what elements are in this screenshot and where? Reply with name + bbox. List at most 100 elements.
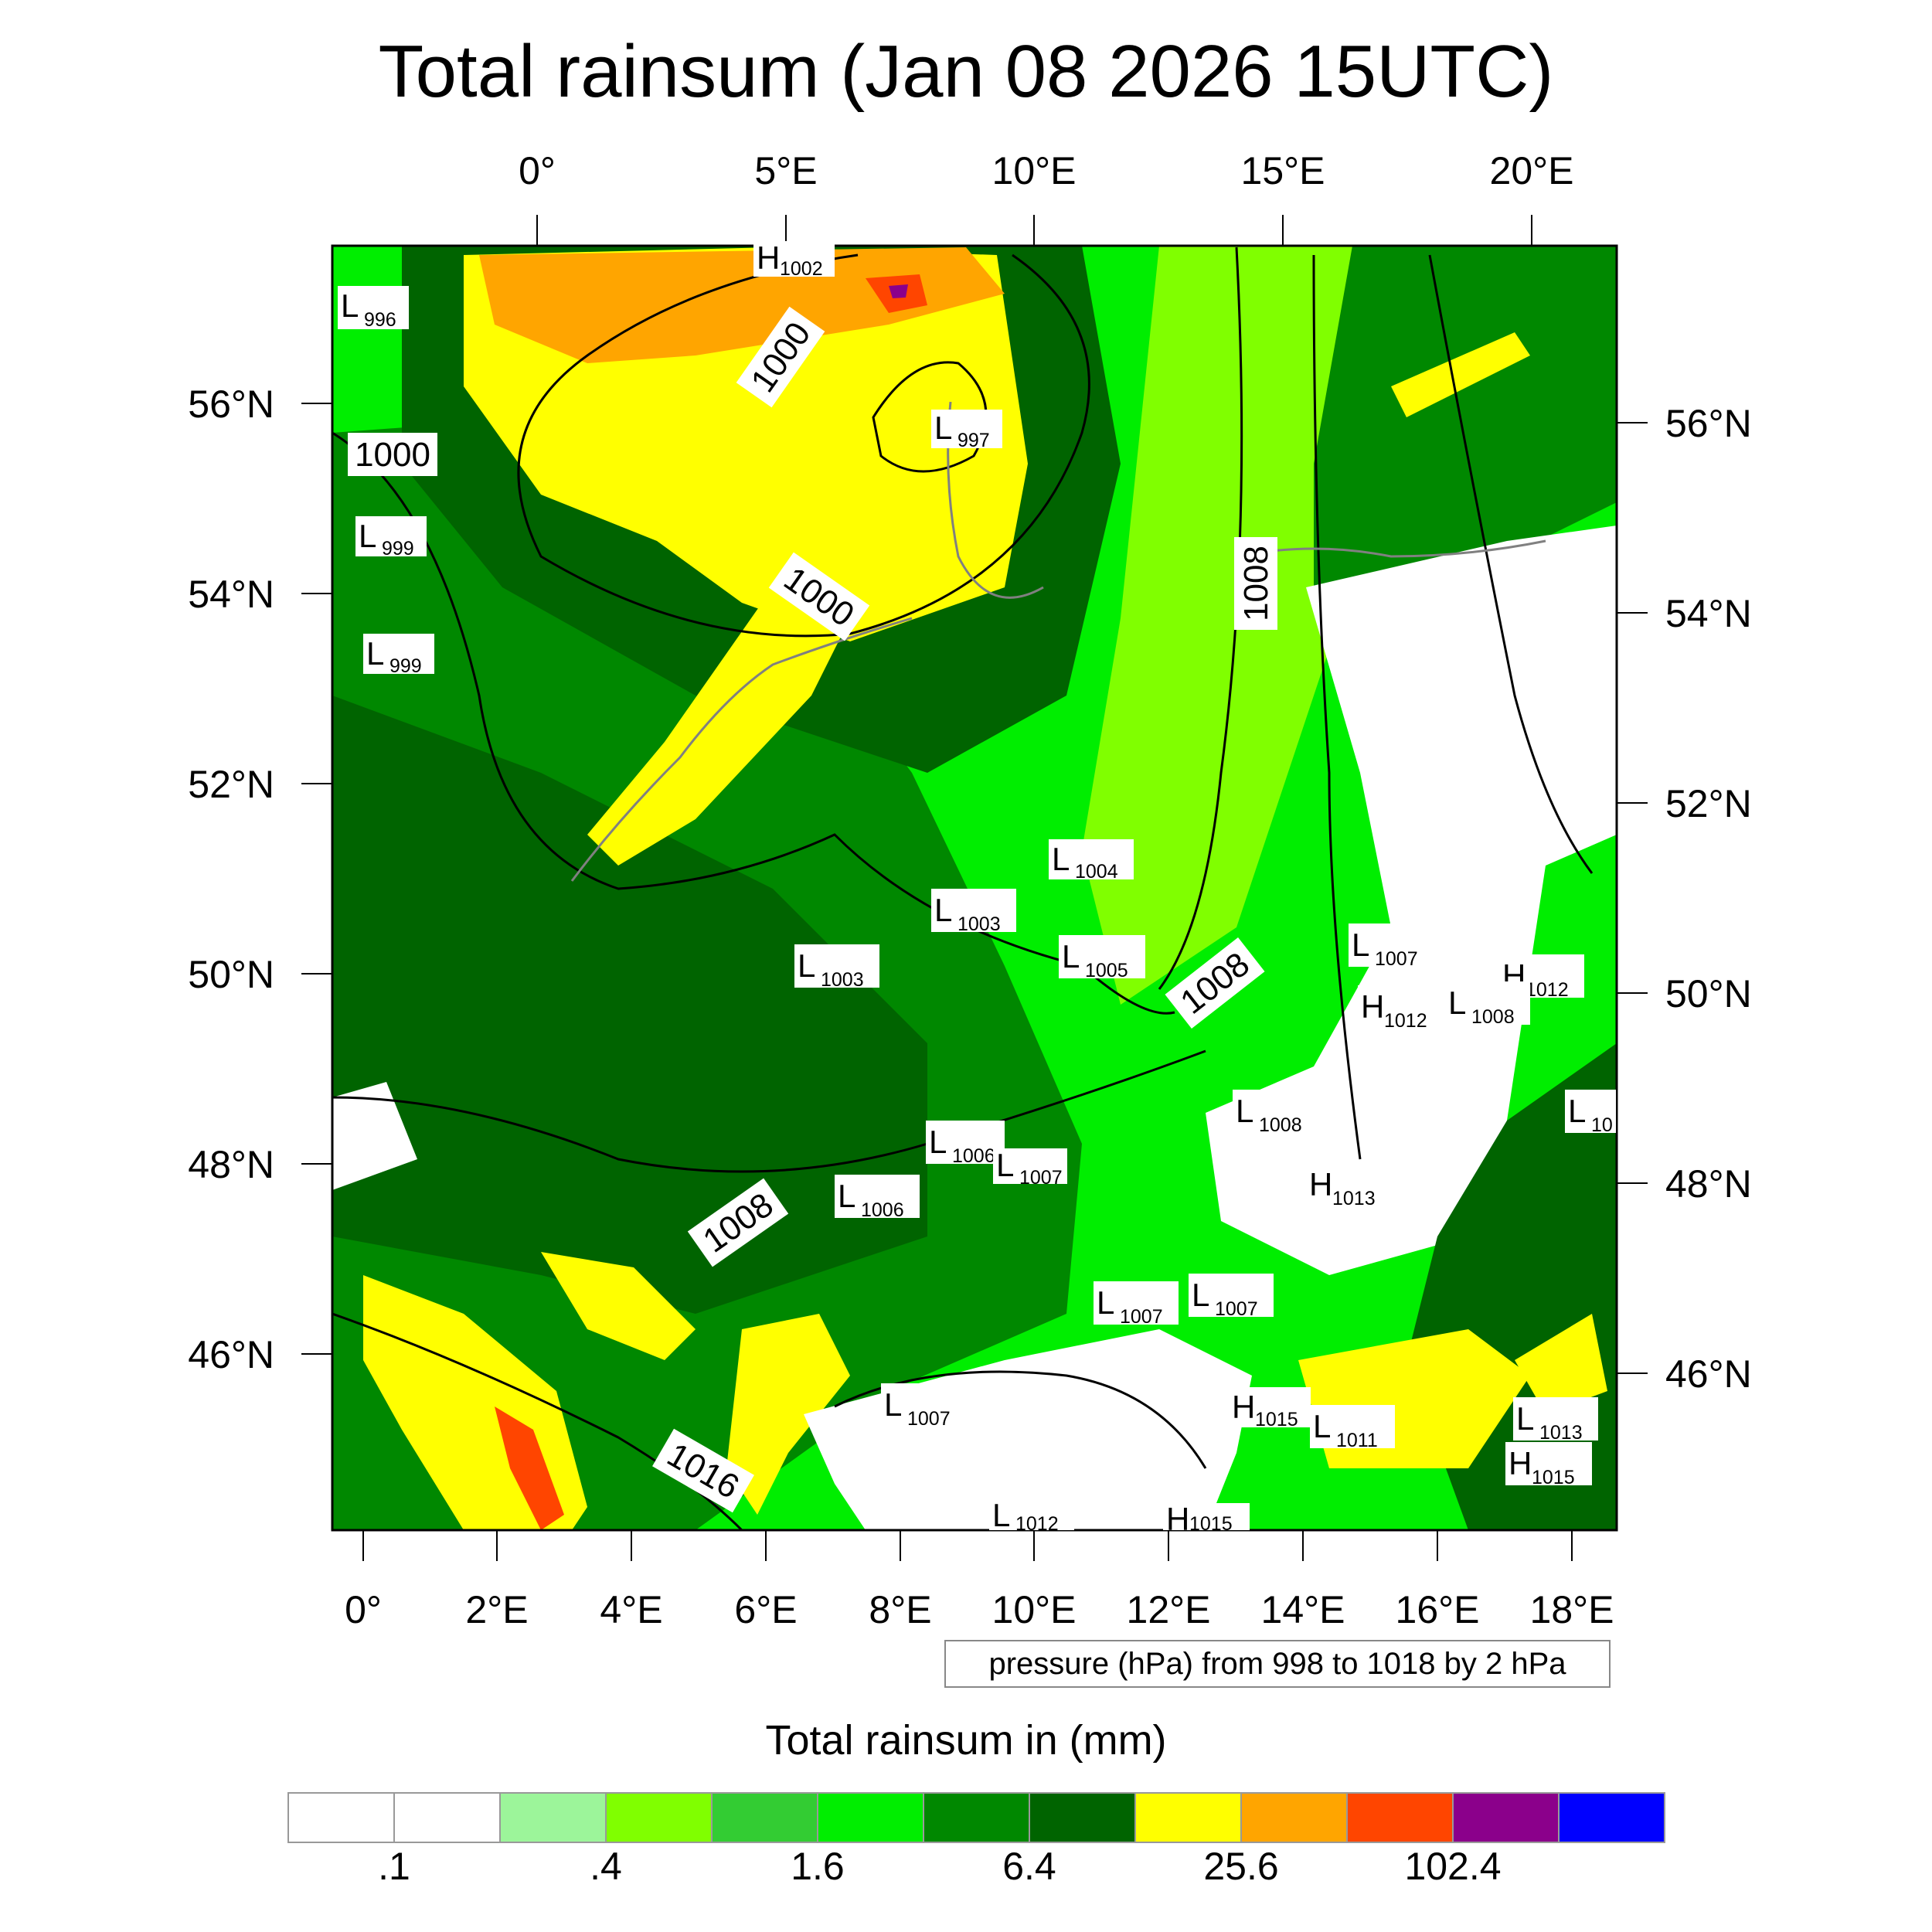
colorbar-boxes — [287, 1792, 1665, 1843]
svg-text:H: H — [1309, 1166, 1332, 1202]
top-tick-label: 5°E — [754, 149, 817, 192]
svg-text:1012: 1012 — [1015, 1513, 1059, 1535]
colorbar-legend: .1 .4 1.6 6.4 25.6 102.4 — [287, 1792, 1665, 1888]
left-axis-labels: 56°N 54°N 52°N 50°N 48°N 46°N — [188, 383, 274, 1376]
rain-region-ne-dark — [1314, 246, 1617, 603]
svg-text:1011: 1011 — [1336, 1430, 1378, 1451]
pressure-center-label: L 1003 — [794, 944, 879, 991]
svg-text:1006: 1006 — [952, 1145, 995, 1167]
svg-text:H: H — [1361, 988, 1384, 1025]
top-tick-label: 10°E — [992, 149, 1077, 192]
rain-region-sw-red — [495, 1406, 564, 1530]
legend-title: Total rainsum in (mm) — [765, 1717, 1167, 1764]
svg-text:1007: 1007 — [907, 1408, 951, 1430]
top-tick-label: 20°E — [1490, 149, 1574, 192]
colorbar-box — [287, 1792, 395, 1843]
svg-text:1015: 1015 — [1189, 1513, 1233, 1535]
bottom-axis-labels: 0° 2°E 4°E 6°E 8°E 10°E 12°E 14°E 16°E 1… — [345, 1588, 1614, 1631]
svg-text:H: H — [757, 240, 780, 276]
pressure-center-label: L 1005 — [1059, 935, 1145, 981]
rain-region-east-dry — [1206, 526, 1617, 1275]
pressure-center-label: H 1012 — [1358, 985, 1443, 1032]
svg-text:997: 997 — [957, 430, 990, 451]
pressure-center-label: H 1015 — [1163, 1501, 1250, 1537]
pressure-center-label: L 1006 — [926, 1121, 1005, 1167]
svg-text:1007: 1007 — [1375, 948, 1418, 970]
pressure-center-label: H 1015 — [1505, 1442, 1592, 1488]
isobar-label: 1000 — [348, 433, 437, 476]
svg-text:1012: 1012 — [1384, 1010, 1427, 1032]
left-tick-label: 50°N — [188, 953, 274, 996]
svg-text:L: L — [1516, 1400, 1534, 1437]
colorbar-box — [1346, 1792, 1454, 1843]
isobar-1012 — [1428, 254, 1594, 874]
svg-text:1003: 1003 — [957, 913, 1001, 935]
colorbar-box — [499, 1792, 607, 1843]
top-tick-label: 15°E — [1241, 149, 1325, 192]
rain-region-orange — [479, 247, 1005, 363]
svg-text:1006: 1006 — [861, 1199, 904, 1221]
colorbar-box — [1558, 1792, 1665, 1843]
svg-text:1013: 1013 — [1332, 1188, 1376, 1209]
colorbar-box — [1029, 1792, 1136, 1843]
pressure-center-label: L 997 — [931, 410, 1002, 451]
pressure-center-label: L 1007 — [881, 1383, 966, 1430]
left-tick-label: 48°N — [188, 1143, 274, 1186]
svg-text:1008: 1008 — [1237, 546, 1275, 621]
rain-region-alps-dry — [804, 1329, 1252, 1530]
pressure-contour-note: pressure (hPa) from 998 to 1018 by 2 hPa — [944, 1640, 1611, 1688]
svg-text:1000: 1000 — [355, 436, 430, 474]
svg-text:L: L — [1448, 985, 1466, 1021]
svg-text:L: L — [934, 892, 952, 928]
rain-region-west-core — [332, 696, 927, 1314]
colorbar-box — [1452, 1792, 1560, 1843]
colorbar-box — [605, 1792, 713, 1843]
rain-region-se-yellow-2 — [1515, 1314, 1607, 1414]
coastline-baltic — [1236, 539, 1546, 558]
svg-text:L: L — [992, 1497, 1010, 1533]
svg-text:996: 996 — [364, 309, 396, 331]
rain-field — [332, 246, 1617, 1530]
pressure-center-label: L 1007 — [1349, 923, 1434, 970]
right-tick-label: 46°N — [1665, 1352, 1752, 1396]
svg-text:1007: 1007 — [1215, 1298, 1258, 1320]
bottom-tick-label: 18°E — [1530, 1588, 1614, 1631]
svg-text:L: L — [1062, 938, 1080, 975]
bottom-tick-label: 2°E — [465, 1588, 528, 1631]
colorbar-box — [393, 1792, 501, 1843]
bottom-tick-label: 12°E — [1127, 1588, 1211, 1631]
bottom-tick-label: 10°E — [992, 1588, 1077, 1631]
svg-text:1008: 1008 — [1259, 1114, 1302, 1136]
svg-text:H: H — [1509, 1445, 1532, 1481]
svg-text:10: 10 — [1591, 1114, 1613, 1136]
right-tick-label: 50°N — [1665, 972, 1752, 1015]
pressure-center-label: L 1007 — [993, 1147, 1067, 1189]
bottom-tick-label: 16°E — [1396, 1588, 1480, 1631]
svg-text:1007: 1007 — [1120, 1306, 1163, 1328]
coastline-netherlands — [570, 617, 913, 882]
plot-frame — [331, 244, 1618, 1532]
map-title: Total rainsum (Jan 08 2026 15UTC) — [378, 30, 1554, 113]
svg-text:L: L — [929, 1124, 947, 1160]
colorbar-box — [711, 1792, 818, 1843]
svg-text:1008: 1008 — [1471, 1006, 1515, 1028]
isobar-1004 — [332, 431, 1175, 1015]
right-tick-label: 52°N — [1665, 782, 1752, 825]
bottom-tick-label: 8°E — [869, 1588, 931, 1631]
pressure-center-label: H 1002 — [753, 240, 835, 280]
pressure-center-label: L 1004 — [1049, 839, 1134, 883]
colorbar-box — [817, 1792, 924, 1843]
isobar-1010 — [1312, 254, 1362, 1160]
svg-text:H: H — [1232, 1389, 1255, 1425]
pressure-center-label: L 1008 — [1233, 1090, 1318, 1136]
svg-text:L: L — [798, 947, 815, 984]
right-tick-label: 54°N — [1665, 592, 1752, 635]
isobar-1000-north — [517, 253, 1090, 638]
isobar-997 — [872, 361, 988, 473]
left-tick-label: 54°N — [188, 573, 274, 616]
legend-tick-label: 25.6 — [1203, 1845, 1278, 1888]
isobar-labels: 1000 1000 1000 1008 1008 1008 1016 — [348, 306, 1277, 1513]
isobar-label: 1008 — [687, 1178, 789, 1267]
svg-text:L: L — [1097, 1284, 1114, 1321]
